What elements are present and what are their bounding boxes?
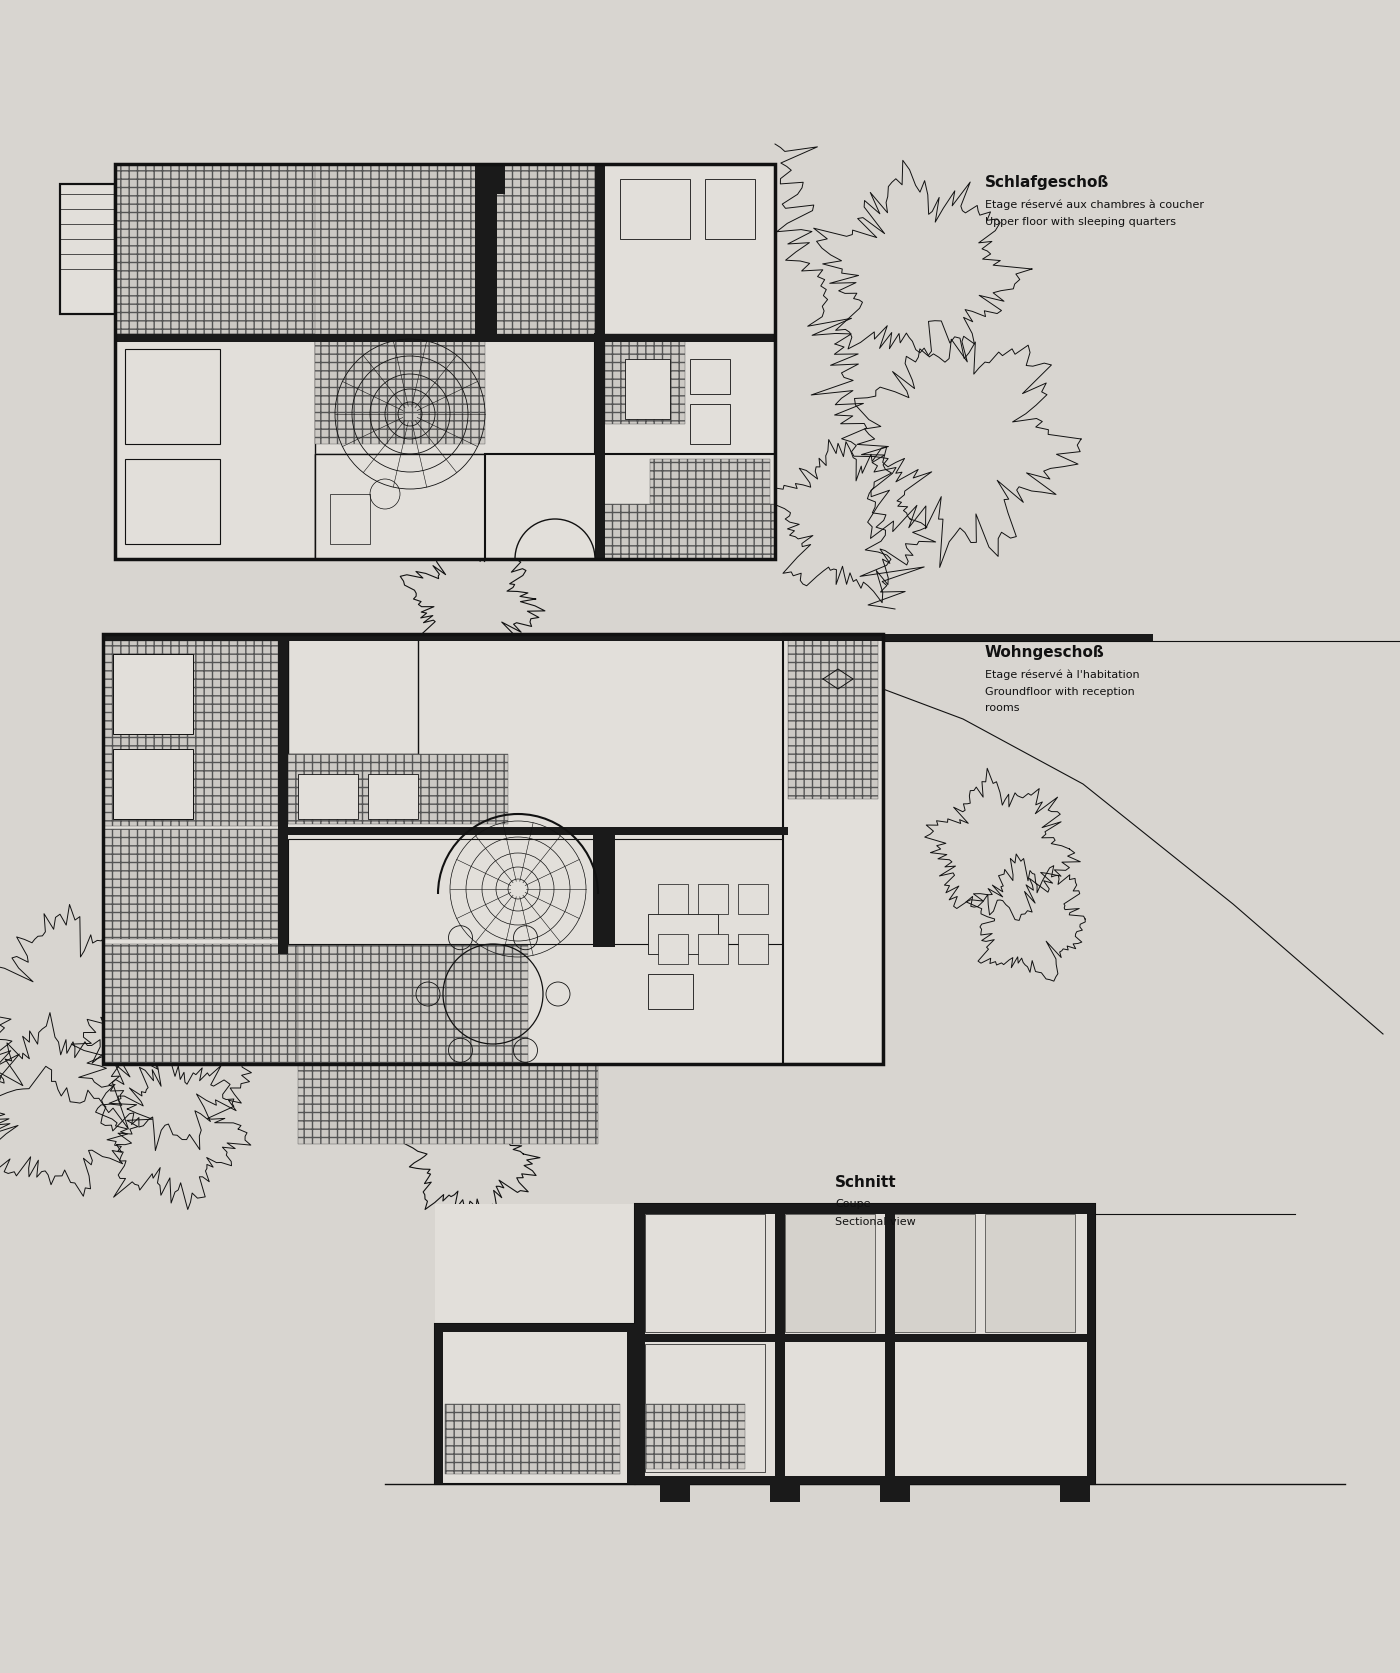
Bar — [315, 335, 484, 445]
Bar — [620, 181, 690, 239]
Bar — [104, 634, 1154, 642]
Bar — [699, 885, 728, 915]
Bar — [484, 455, 776, 560]
Bar — [497, 166, 505, 194]
Bar — [115, 335, 776, 343]
Bar — [298, 945, 528, 1064]
Bar — [435, 1325, 442, 1484]
Text: Wohngeschoß: Wohngeschoß — [986, 644, 1105, 659]
Bar — [595, 166, 605, 560]
Bar — [104, 634, 883, 1064]
Text: Schnitt: Schnitt — [834, 1174, 896, 1190]
Bar — [435, 1325, 636, 1332]
Bar — [595, 335, 776, 560]
Bar — [636, 1333, 1095, 1342]
Bar — [330, 495, 370, 545]
Bar — [706, 181, 755, 239]
Bar — [298, 1064, 598, 1144]
Bar — [699, 935, 728, 964]
Bar — [648, 915, 718, 954]
Bar — [115, 335, 315, 560]
Bar — [636, 1205, 1095, 1215]
Bar — [104, 945, 298, 1064]
Bar — [1086, 1205, 1095, 1484]
Text: Groundfloor with reception: Groundfloor with reception — [986, 686, 1135, 696]
Bar — [475, 166, 497, 335]
Bar — [315, 455, 484, 560]
Bar — [315, 166, 595, 335]
Bar — [113, 750, 193, 820]
Bar — [435, 1325, 636, 1484]
Bar — [645, 1404, 745, 1469]
Bar — [605, 340, 685, 425]
Bar — [115, 166, 776, 560]
Bar — [288, 634, 419, 755]
Bar — [104, 634, 883, 1064]
Bar — [279, 634, 288, 954]
Bar — [60, 186, 115, 315]
Bar — [636, 1476, 1095, 1484]
Bar — [636, 1205, 1095, 1484]
Bar — [104, 642, 279, 826]
Bar — [594, 828, 615, 947]
Bar — [445, 1404, 620, 1474]
Bar — [115, 166, 776, 560]
Bar — [658, 935, 687, 964]
Bar — [115, 335, 776, 343]
Bar — [881, 1484, 910, 1502]
Bar — [627, 1325, 636, 1484]
Bar — [368, 775, 419, 820]
Text: Etage réservé aux chambres à coucher: Etage réservé aux chambres à coucher — [986, 199, 1204, 209]
Bar — [690, 405, 729, 445]
Bar — [298, 775, 358, 820]
Bar — [125, 350, 220, 445]
Text: Sectional view: Sectional view — [834, 1216, 916, 1226]
Bar — [315, 455, 484, 560]
Bar — [595, 166, 776, 335]
Bar — [690, 360, 729, 395]
Bar — [645, 1343, 764, 1472]
Bar — [288, 840, 783, 945]
Bar — [645, 1215, 764, 1332]
Bar — [60, 186, 115, 315]
Bar — [648, 974, 693, 1009]
Bar — [125, 460, 220, 545]
Bar — [788, 639, 878, 800]
Bar — [288, 755, 508, 825]
Bar — [435, 1205, 1095, 1484]
Bar — [659, 1484, 690, 1502]
Bar — [624, 360, 671, 420]
Bar — [601, 505, 776, 560]
Bar — [738, 885, 769, 915]
Text: rooms: rooms — [986, 703, 1019, 713]
Bar — [885, 1205, 895, 1484]
Bar — [104, 830, 279, 940]
Bar — [783, 634, 883, 1064]
Bar — [738, 935, 769, 964]
Bar — [986, 1215, 1075, 1332]
Text: Schlafgeschoß: Schlafgeschoß — [986, 176, 1109, 191]
Bar — [658, 885, 687, 915]
Bar — [885, 1215, 974, 1332]
Bar — [636, 1205, 645, 1484]
Text: Upper floor with sleeping quarters: Upper floor with sleeping quarters — [986, 217, 1176, 228]
Bar — [770, 1484, 799, 1502]
Bar — [1060, 1484, 1091, 1502]
Bar — [650, 460, 770, 555]
Bar — [113, 654, 193, 734]
Bar — [776, 1205, 785, 1484]
Text: Coupe: Coupe — [834, 1198, 871, 1208]
Bar — [288, 828, 788, 835]
Bar — [115, 166, 595, 335]
Text: Etage réservé à l'habitation: Etage réservé à l'habitation — [986, 669, 1140, 679]
Bar — [785, 1215, 875, 1332]
